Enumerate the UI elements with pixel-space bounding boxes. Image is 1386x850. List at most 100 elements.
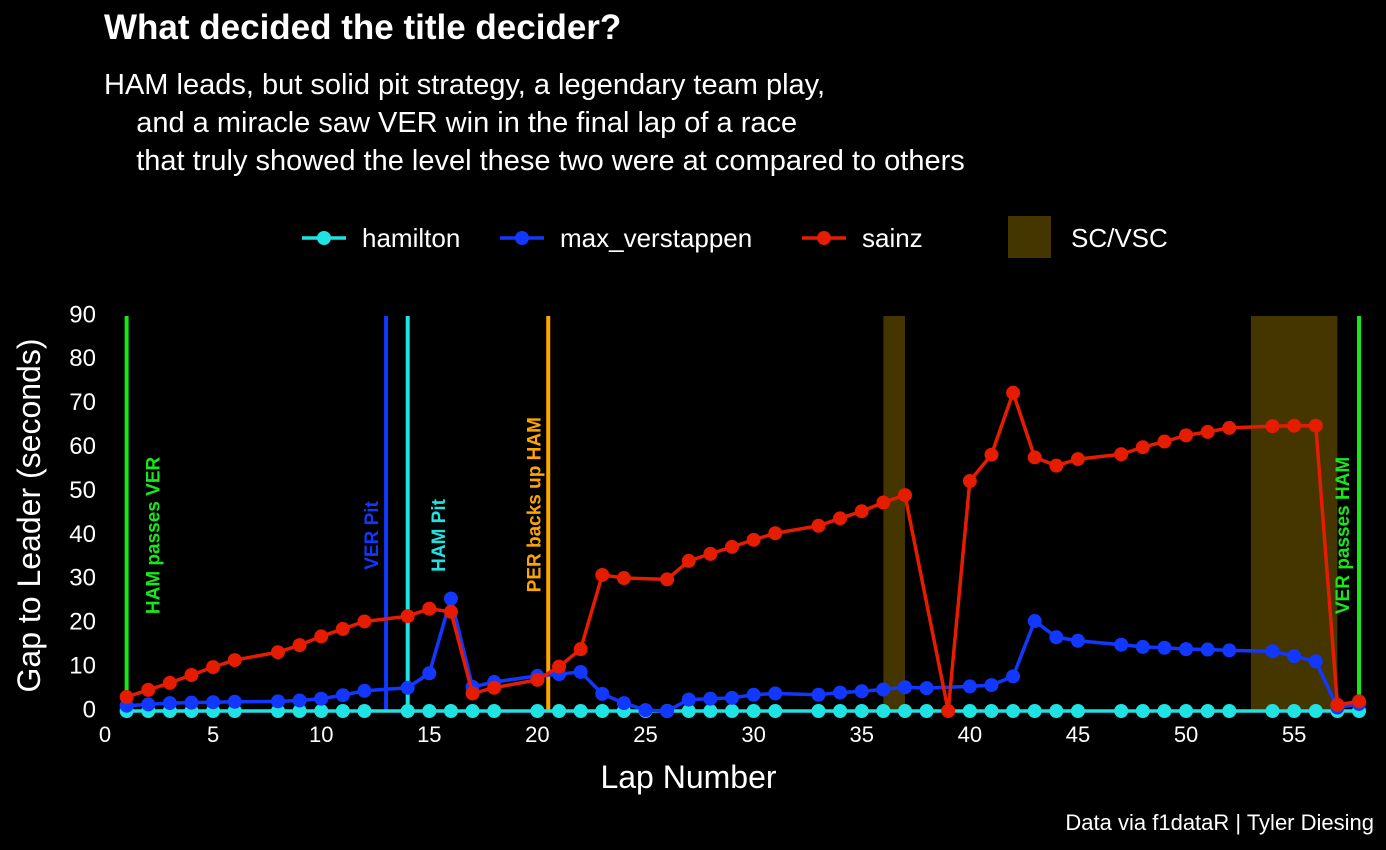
y-tick-30: 30 bbox=[69, 565, 96, 592]
point-sainz-lap-51 bbox=[1200, 424, 1215, 439]
point-sainz-lap-39 bbox=[941, 704, 956, 718]
chart-title: What decided the title decider? bbox=[104, 8, 622, 47]
point-max_verstappen-lap-47 bbox=[1114, 637, 1129, 652]
point-sainz-lap-34 bbox=[833, 511, 848, 526]
x-tick-5: 5 bbox=[207, 722, 219, 747]
point-max_verstappen-lap-49 bbox=[1157, 640, 1172, 655]
point-max_verstappen-lap-33 bbox=[811, 687, 826, 702]
chart-caption: Data via f1dataR | Tyler Diesing bbox=[1065, 810, 1374, 835]
point-max_verstappen-lap-50 bbox=[1179, 642, 1194, 657]
x-tick-55: 55 bbox=[1282, 722, 1306, 747]
point-max_verstappen-lap-2 bbox=[141, 697, 156, 712]
point-max_verstappen-lap-24 bbox=[616, 696, 631, 711]
point-max_verstappen-lap-36 bbox=[876, 682, 891, 697]
point-sainz-lap-2 bbox=[141, 682, 156, 697]
point-hamilton-lap-35 bbox=[854, 704, 869, 718]
legend-label-hamilton: hamilton bbox=[362, 223, 460, 253]
point-hamilton-lap-41 bbox=[984, 704, 999, 718]
point-sainz-lap-57 bbox=[1330, 697, 1345, 712]
legend: hamilton max_verstappen sainz SC/VSC bbox=[302, 216, 1168, 258]
point-max_verstappen-lap-56 bbox=[1308, 654, 1323, 669]
point-sainz-lap-30 bbox=[746, 532, 761, 547]
y-tick-90: 90 bbox=[69, 301, 96, 328]
point-sainz-lap-8 bbox=[270, 645, 285, 660]
point-max_verstappen-lap-43 bbox=[1027, 614, 1042, 629]
point-max_verstappen-lap-16 bbox=[443, 591, 458, 606]
point-hamilton-lap-23 bbox=[595, 704, 610, 718]
axes: 0 5 10 15 20 25 30 35 40 45 50 55 0 10 20 30 40 50 60 70 80 9… bbox=[11, 301, 1306, 795]
event-label-4: PER backs up HAM bbox=[524, 417, 545, 592]
point-max_verstappen-lap-54 bbox=[1265, 644, 1280, 659]
point-hamilton-lap-49 bbox=[1157, 704, 1172, 718]
point-hamilton-lap-16 bbox=[443, 704, 458, 718]
series-max_verstappen bbox=[119, 591, 1367, 718]
point-sainz-lap-14 bbox=[400, 609, 415, 624]
point-hamilton-lap-55 bbox=[1287, 704, 1302, 718]
point-sainz-lap-50 bbox=[1179, 428, 1194, 443]
point-max_verstappen-lap-55 bbox=[1287, 649, 1302, 664]
event-label-1: HAM passes VER bbox=[144, 457, 165, 615]
point-max_verstappen-lap-40 bbox=[962, 679, 977, 694]
x-tick-25: 25 bbox=[633, 722, 657, 747]
y-tick-70: 70 bbox=[69, 389, 96, 416]
point-hamilton-lap-15 bbox=[422, 704, 437, 718]
sc-period-1 bbox=[883, 316, 905, 711]
point-max_verstappen-lap-14 bbox=[400, 680, 415, 695]
subtitle-line-1: HAM leads, but solid pit strategy, a leg… bbox=[104, 69, 826, 101]
point-max_verstappen-lap-25 bbox=[638, 703, 653, 718]
chart-subtitle: HAM leads, but solid pit strategy, a leg… bbox=[104, 66, 965, 180]
point-max_verstappen-lap-29 bbox=[725, 690, 740, 705]
point-sainz-lap-47 bbox=[1114, 447, 1129, 462]
point-hamilton-lap-34 bbox=[833, 704, 848, 718]
point-sainz-lap-12 bbox=[357, 614, 372, 629]
point-hamilton-lap-28 bbox=[703, 704, 718, 718]
x-tick-0: 0 bbox=[99, 722, 111, 747]
point-sainz-lap-6 bbox=[227, 653, 242, 668]
point-max_verstappen-lap-42 bbox=[1006, 669, 1021, 684]
point-max_verstappen-lap-44 bbox=[1049, 630, 1064, 645]
legend-label-sc-vsc: SC/VSC bbox=[1071, 223, 1168, 253]
point-max_verstappen-lap-45 bbox=[1070, 633, 1085, 648]
legend-swatch-sc-vsc bbox=[1008, 216, 1051, 258]
point-hamilton-lap-30 bbox=[746, 704, 761, 718]
point-sainz-lap-18 bbox=[487, 680, 502, 695]
event-label-5: VER passes HAM bbox=[1333, 457, 1354, 614]
point-hamilton-lap-22 bbox=[573, 704, 588, 718]
point-hamilton-lap-44 bbox=[1049, 704, 1064, 718]
point-max_verstappen-lap-11 bbox=[335, 688, 350, 703]
y-tick-0: 0 bbox=[83, 696, 96, 723]
point-hamilton-lap-38 bbox=[919, 704, 934, 718]
point-max_verstappen-lap-6 bbox=[227, 694, 242, 709]
point-hamilton-lap-43 bbox=[1027, 704, 1042, 718]
point-sainz-lap-24 bbox=[616, 571, 631, 586]
point-sainz-lap-29 bbox=[725, 539, 740, 554]
point-sainz-lap-9 bbox=[292, 638, 307, 653]
point-sainz-lap-16 bbox=[443, 604, 458, 619]
point-sainz-lap-54 bbox=[1265, 419, 1280, 434]
point-max_verstappen-lap-4 bbox=[184, 695, 199, 710]
event-lines: HAM passes VER VER Pit HAM Pit PER backs up… bbox=[124, 316, 1362, 711]
point-hamilton-lap-27 bbox=[681, 704, 696, 718]
point-hamilton-lap-37 bbox=[897, 704, 912, 718]
point-max_verstappen-lap-15 bbox=[422, 666, 437, 681]
point-hamilton-lap-14 bbox=[400, 704, 415, 718]
point-hamilton-lap-50 bbox=[1179, 704, 1194, 718]
point-max_verstappen-lap-30 bbox=[746, 687, 761, 702]
point-sainz-lap-41 bbox=[984, 447, 999, 462]
y-tick-10: 10 bbox=[69, 652, 96, 679]
y-tick-40: 40 bbox=[69, 521, 96, 548]
point-sainz-lap-48 bbox=[1135, 440, 1150, 455]
point-sainz-lap-28 bbox=[703, 546, 718, 561]
point-max_verstappen-lap-10 bbox=[314, 691, 329, 706]
point-hamilton-lap-9 bbox=[292, 704, 307, 718]
point-sainz-lap-17 bbox=[465, 686, 480, 701]
legend-marker-max_verstappen bbox=[515, 231, 529, 245]
point-hamilton-lap-56 bbox=[1308, 704, 1323, 718]
point-sainz-lap-5 bbox=[206, 660, 221, 675]
point-hamilton-lap-29 bbox=[725, 704, 740, 718]
point-hamilton-lap-45 bbox=[1070, 704, 1085, 718]
legend-label-sainz: sainz bbox=[862, 223, 923, 253]
point-max_verstappen-lap-9 bbox=[292, 693, 307, 708]
point-hamilton-lap-10 bbox=[314, 704, 329, 718]
